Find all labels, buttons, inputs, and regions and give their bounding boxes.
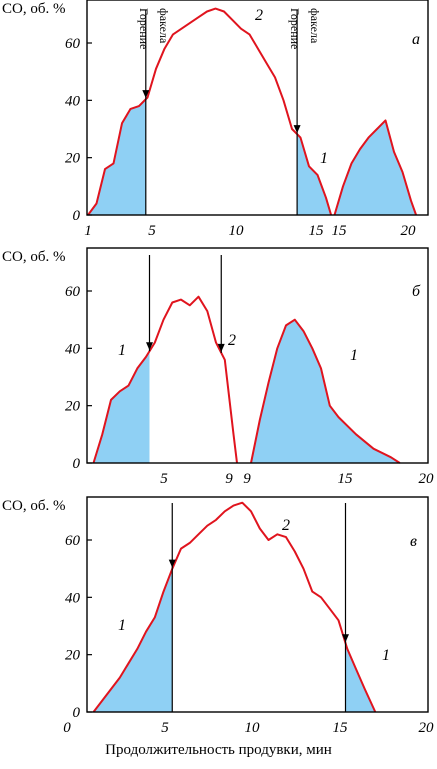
series-line-0 [87,7,333,216]
panel-в: 0 20 40 60 СО, об. % 0 5 10 15 20 2 1 1 в [2,496,435,736]
series-number-label: 1 [320,150,328,167]
annotation-text: Горение [137,8,151,49]
arrow-head-0 [142,90,150,99]
plot-frame [86,247,429,464]
x-tick-label: 5 [161,720,169,736]
series-line-1 [250,318,401,464]
x-tick-label: 20 [419,471,435,487]
series-number-label: 2 [228,332,236,349]
annotation-text: факела [308,8,322,44]
arrow-head-0 [168,559,176,568]
x-tick-label: 10 [245,720,261,736]
x-tick-label: 0 [63,720,71,736]
x-tick-label: 9 [243,471,251,487]
shaded-area-0 [88,99,146,215]
arrow-head-1 [293,125,301,134]
shaded-area-0 [93,351,150,463]
series-line-0 [92,501,377,713]
series-number-label: 1 [118,342,126,359]
series-number-label: 1 [382,647,390,664]
x-tick-label: 20 [401,223,417,239]
x-tick-label: 5 [160,471,168,487]
series-number-label: 1 [350,347,358,364]
series-line-1 [333,119,418,216]
annotation-text: Горение [288,8,302,49]
shaded-area-1 [345,643,376,712]
y-tick-label: 20 [65,151,81,167]
y-tick-label: 60 [65,36,81,52]
series-number-label: 2 [255,7,263,24]
y-tick-label: 60 [65,284,81,300]
panel-letter: в [410,533,417,550]
panel-letter: а [412,31,420,48]
y-axis-label: СО, об. % [2,498,65,514]
series-line-0 [92,295,238,464]
shaded-area-1 [297,134,332,215]
x-axis-title: Продолжительность продувки, мин [105,742,332,758]
plot-frame [86,0,429,216]
arrow-head-1 [342,634,349,643]
shaded-area-2 [334,120,417,215]
series-number-label: 2 [282,517,290,534]
annotation-text: факела [157,8,171,44]
x-tick-label: 5 [148,223,156,239]
x-tick-label: 15 [309,223,325,239]
x-tick-label: 15 [332,223,348,239]
y-tick-label: 40 [65,93,81,109]
x-tick-label: 15 [333,720,349,736]
arrow-head-0 [146,342,153,351]
x-tick-label: 1 [84,223,92,239]
x-tick-label: 10 [229,223,245,239]
y-tick-label: 20 [65,399,81,415]
y-tick-label: 40 [65,590,81,606]
y-tick-label: 0 [73,456,81,472]
x-tick-label: 9 [225,471,233,487]
y-tick-label: 0 [73,705,81,721]
panel-letter: б [412,283,421,300]
y-tick-label: 0 [73,208,81,224]
series-number-label: 1 [118,617,126,634]
shaded-area-0 [93,568,173,712]
y-tick-label: 40 [65,341,81,357]
plot-frame [86,496,429,713]
shaded-area-1 [251,319,400,463]
x-tick-label: 20 [419,720,435,736]
arrow-head-1 [217,343,225,352]
x-tick-label: 15 [338,471,354,487]
y-tick-label: 60 [65,533,81,549]
y-axis-label: СО, об. % [2,1,65,17]
y-tick-label: 20 [65,648,81,664]
y-axis-label: СО, об. % [2,249,65,265]
panel-б: 0 20 40 60 СО, об. % 5 9 9 15 20 1 2 1 б [2,247,435,487]
